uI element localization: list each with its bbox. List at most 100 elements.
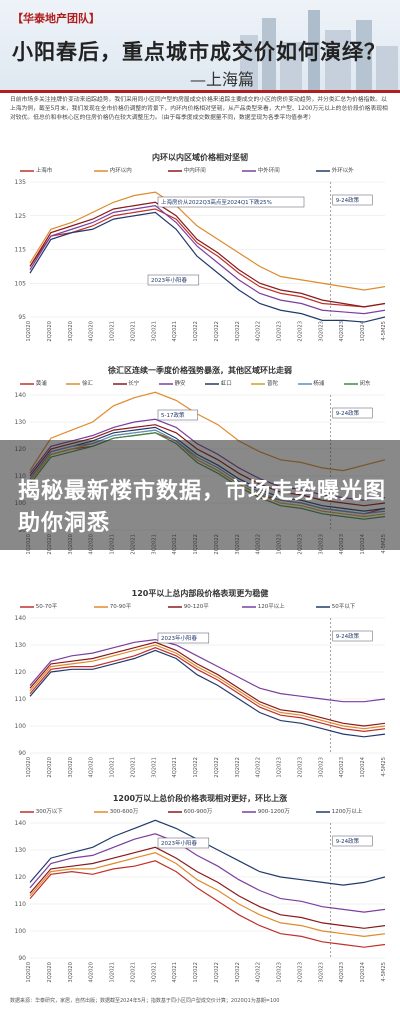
x-tick-label: 1Q2021 <box>110 962 116 983</box>
legend-label: 300-600万 <box>109 809 139 815</box>
x-tick-label: 3Q2023 <box>318 962 324 983</box>
annotation-text: 2023年小阳春 <box>151 276 187 284</box>
series-line <box>29 641 386 727</box>
series-line <box>29 211 386 323</box>
x-tick-label: 1Q2023 <box>277 321 283 342</box>
x-tick-label: 1Q2022 <box>193 962 199 983</box>
legend-label: 闵东 <box>359 381 371 387</box>
legend-item: 黄浦 <box>20 379 47 387</box>
series-line <box>29 208 386 308</box>
legend-item: 虹口 <box>205 379 232 387</box>
y-tick-label: 120 <box>15 874 27 881</box>
chart-legend: 300万以下 300-600万 600-900万 900-1200万 1200万… <box>20 807 395 819</box>
annotation-text: 9-24政策 <box>336 409 360 417</box>
x-tick-label: 1Q2020 <box>26 757 32 778</box>
legend-label: 900-1200万 <box>257 809 290 815</box>
x-tick-label: 1Q2020 <box>26 321 32 342</box>
y-tick-label: 110 <box>15 696 27 703</box>
legend-label: 内环以内 <box>109 168 132 174</box>
x-tick-label: 4Q2021 <box>172 757 178 778</box>
intro-paragraph: 日前市场多关注挂牌价变动来追踪趋势，我们采用同小区同户型的房屋成交价格来追踪主要… <box>10 97 388 121</box>
x-tick-label: 2Q2021 <box>130 321 136 342</box>
headline-text: 揭秘最新楼市数据，市场走势曝光图助你洞悉 <box>18 479 387 536</box>
y-tick-label: 140 <box>15 820 27 827</box>
x-tick-label: 3Q2020 <box>68 757 74 778</box>
annotation-text: 9-24政策 <box>336 837 360 845</box>
x-tick-label: 3Q2022 <box>235 321 241 342</box>
header-banner: 【华泰地产团队】 小阳春后，重点城市成交价如何演绎？ —上海篇 <box>0 0 400 90</box>
legend-item: 上海市 <box>20 166 52 174</box>
legend-item: 1200万以上 <box>316 807 362 815</box>
x-tick-label: 3Q2021 <box>151 962 157 983</box>
chart-legend: 50-70平 70-90平 90-120平 120平以上 50平以下 <box>20 602 395 614</box>
x-tick-label: 2Q2022 <box>214 757 220 778</box>
page-subtitle: —上海篇 <box>190 70 255 89</box>
annotation-box <box>157 409 198 421</box>
x-tick-label: 3Q2022 <box>235 962 241 983</box>
annotation-text: 2023年小阳春 <box>161 634 197 642</box>
annotation-box <box>332 630 373 642</box>
legend-label: 50平以下 <box>331 604 356 610</box>
legend-label: 90-120平 <box>183 604 209 610</box>
x-tick-label: 1Q2024 <box>360 961 366 982</box>
series-line <box>29 204 386 315</box>
legend-label: 上海市 <box>35 168 53 174</box>
legend-item: 普陀 <box>251 379 278 387</box>
legend-label: 静安 <box>174 381 186 387</box>
annotation-box <box>157 632 210 644</box>
y-tick-label: 130 <box>15 847 27 854</box>
legend-item: 内环以内 <box>94 166 132 174</box>
series-line <box>29 647 386 733</box>
line-chart: 90 100 110 120 130 140 1Q2020 2Q2020 3Q2020 4Q202… <box>15 615 387 778</box>
x-tick-label: 4-5M25 <box>381 757 387 777</box>
legend-label: 虹口 <box>220 381 232 387</box>
x-tick-label: 1Q2021 <box>110 321 116 342</box>
x-tick-label: 4-5M25 <box>381 962 387 982</box>
legend-item: 900-1200万 <box>242 807 290 815</box>
y-tick-label: 100 <box>15 928 27 935</box>
legend-item: 90-120平 <box>168 602 209 610</box>
annotation-text: 9-24政策 <box>336 632 360 640</box>
annotation-text: 上海房价从2022Q3高点至2024Q1下跌25% <box>161 198 272 206</box>
legend-item: 300万以下 <box>20 807 63 815</box>
annotation-text: 9-24政策 <box>336 196 360 204</box>
legend-item: 50平以下 <box>316 602 355 610</box>
x-tick-label: 4Q2022 <box>256 321 262 342</box>
x-tick-label: 3Q2023 <box>318 757 324 778</box>
y-tick-label: 115 <box>15 247 27 254</box>
y-tick-label: 140 <box>15 615 27 622</box>
legend-label: 中外环间 <box>257 168 280 174</box>
legend-label: 黄浦 <box>35 381 47 387</box>
annotation-box <box>332 407 373 419</box>
x-tick-label: 2Q2021 <box>130 757 136 778</box>
legend-label: 长宁 <box>128 381 140 387</box>
y-tick-label: 125 <box>15 213 27 220</box>
x-tick-label: 1Q2024 <box>360 756 366 777</box>
footer-source: 数据来源：华泰研究，家居，自然出版；数据截至2024年5月；指数基于同小区同户型… <box>10 998 280 1004</box>
series-line <box>29 819 386 886</box>
legend-label: 600-900万 <box>183 809 213 815</box>
x-tick-label: 4Q2021 <box>172 962 178 983</box>
y-tick-label: 140 <box>15 392 27 399</box>
series-line <box>29 649 386 738</box>
chart-panel-totalprice: 1200万以上总价段价格表现相对更好，环比上涨 300万以下 300-600万 … <box>0 793 400 993</box>
city-skyline <box>230 0 400 90</box>
legend-label: 普陀 <box>267 381 279 387</box>
headline-overlay <box>0 440 400 550</box>
x-tick-label: 2Q2022 <box>214 962 220 983</box>
y-tick-label: 100 <box>15 723 27 730</box>
legend-item: 120平以上 <box>242 602 285 610</box>
y-tick-label: 95 <box>18 314 26 321</box>
x-tick-label: 4Q2022 <box>256 962 262 983</box>
annotation-box <box>332 835 373 847</box>
x-tick-label: 1Q2023 <box>277 757 283 778</box>
legend-label: 杨浦 <box>313 381 325 387</box>
x-tick-label: 3Q2023 <box>318 321 324 342</box>
x-tick-label: 4Q2023 <box>339 321 345 342</box>
legend-item: 静安 <box>158 379 186 387</box>
x-tick-label: 2Q2022 <box>214 321 220 342</box>
y-tick-label: 90 <box>18 955 26 962</box>
y-tick-label: 120 <box>15 669 27 676</box>
chart-title: 内环以内区域价格相对坚韧 <box>152 153 248 162</box>
series-line <box>29 852 386 938</box>
